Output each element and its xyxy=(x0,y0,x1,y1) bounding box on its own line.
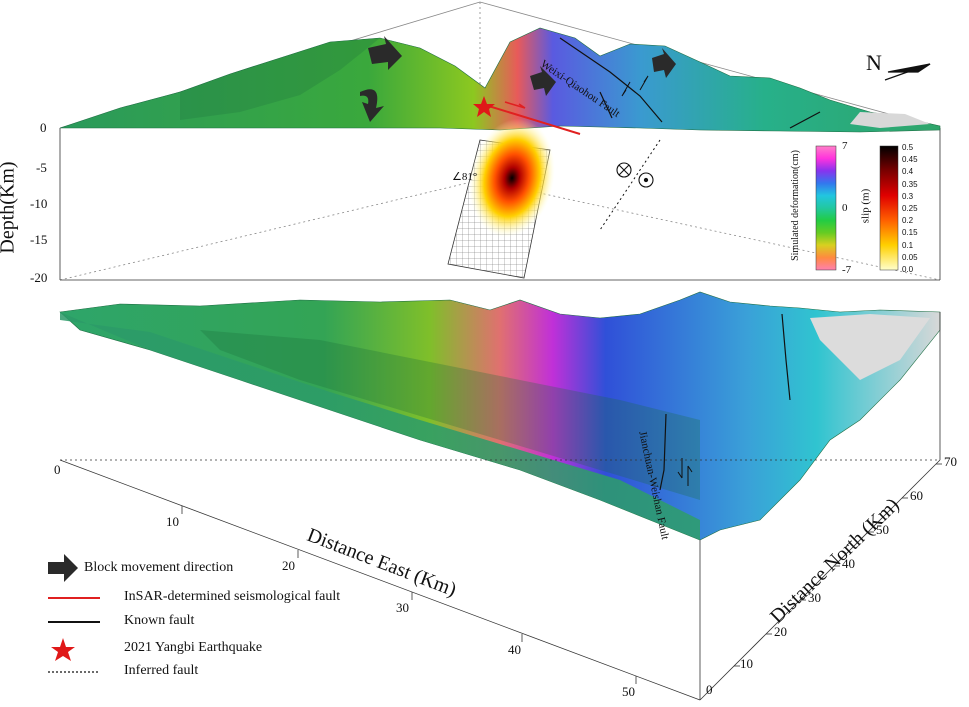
slip-bar-title: slip (m) xyxy=(859,188,872,224)
slip-tick: 0.05 xyxy=(902,252,918,262)
legend-block-arrow-icon xyxy=(48,554,78,582)
into-page-symbol-icon xyxy=(616,162,632,178)
slip-tick: 0.5 xyxy=(902,143,914,152)
bottom-terrain-shadow xyxy=(200,330,700,500)
east-tick: 0 xyxy=(54,462,61,477)
depth-tick: -10 xyxy=(30,196,48,211)
top-terrain-shading xyxy=(180,38,380,120)
deformation-bar-min: -7 xyxy=(842,264,852,276)
bottom-panel-box xyxy=(59,312,941,701)
north-arrow-icon xyxy=(884,63,931,81)
east-tick: 30 xyxy=(396,600,409,615)
north-tick: 20 xyxy=(774,624,787,639)
north-label: N xyxy=(866,50,882,75)
slip-tick: 0.0 xyxy=(902,264,914,274)
strike-slip-arrows-icon xyxy=(621,75,649,97)
depth-tick: -20 xyxy=(30,270,48,285)
depth-tick: 0 xyxy=(40,120,47,135)
block-arrow-icon xyxy=(368,36,402,70)
depth-tick: -5 xyxy=(36,160,47,175)
east-tick: 40 xyxy=(508,642,521,657)
east-tick: 20 xyxy=(282,558,295,573)
slip-tick: 0.3 xyxy=(902,191,914,201)
legend-label-known-fault: Known fault xyxy=(124,613,195,628)
strike-slip-arrows-icon xyxy=(677,458,693,486)
slip-tick: 0.4 xyxy=(902,167,914,177)
out-of-page-symbol-icon xyxy=(638,172,654,188)
inferred-fault-line xyxy=(599,139,661,231)
slip-tick: 0.35 xyxy=(902,179,918,189)
legend-label-block-arrow: Block movement direction xyxy=(84,560,234,575)
slip-colorbar xyxy=(879,145,899,271)
legend-red-star-icon xyxy=(51,638,75,661)
slip-tick: 0.2 xyxy=(902,216,914,226)
slip-bar-ticks: 0.5 0.45 0.4 0.35 0.3 0.25 0.2 0.15 0.1 … xyxy=(902,144,918,274)
slip-tick: 0.25 xyxy=(902,203,918,213)
known-fault-jianchuan xyxy=(659,313,791,491)
insar-fault-line xyxy=(481,103,581,135)
north-tick: 10 xyxy=(740,656,753,671)
bottom-terrain-grey-patch xyxy=(810,314,930,380)
top-panel-box xyxy=(59,1,941,281)
epicenter-star-icon xyxy=(473,96,495,117)
dip-angle-label: ∠81° xyxy=(452,171,478,183)
depth-axis-title: Depth(Km) xyxy=(0,161,19,254)
known-fault-weixi xyxy=(559,37,821,129)
epicenter-motion-arrow-icon xyxy=(504,101,526,109)
east-tick: 10 xyxy=(166,514,179,529)
north-tick: 60 xyxy=(910,488,923,503)
deformation-bar-title: Simulated deformation(cm) xyxy=(789,150,801,261)
east-tick: 50 xyxy=(622,684,635,699)
north-tick: 50 xyxy=(876,522,889,537)
deformation-bar-max: 7 xyxy=(842,140,848,152)
deformation-bar-mid: 0 xyxy=(842,202,848,214)
legend-label-insar-fault: InSAR-determined seismological fault xyxy=(124,589,341,604)
slip-tick: 0.1 xyxy=(902,240,914,250)
east-axis-tick-marks xyxy=(181,506,637,684)
north-axis-tick-marks xyxy=(734,463,942,667)
bottom-terrain-front xyxy=(60,312,700,540)
slip-tick: 0.15 xyxy=(902,228,918,238)
legend-label-earthquake: 2021 Yangbi Earthquake xyxy=(124,640,263,655)
depth-tick: -15 xyxy=(30,232,48,247)
legend-label-inferred-fault: Inferred fault xyxy=(124,663,199,678)
north-tick: 70 xyxy=(944,454,957,469)
block-arrow-icon xyxy=(652,48,676,78)
fault-slip-plane xyxy=(447,118,555,279)
deformation-colorbar xyxy=(815,145,837,271)
block-arrow-icon xyxy=(530,66,556,96)
slip-tick: 0.45 xyxy=(902,155,918,165)
top-terrain-grey-patch xyxy=(850,112,930,128)
curved-arrow-icon xyxy=(360,89,384,122)
north-tick: 30 xyxy=(808,590,821,605)
north-tick: 0 xyxy=(706,682,713,697)
north-tick: 40 xyxy=(842,556,855,571)
